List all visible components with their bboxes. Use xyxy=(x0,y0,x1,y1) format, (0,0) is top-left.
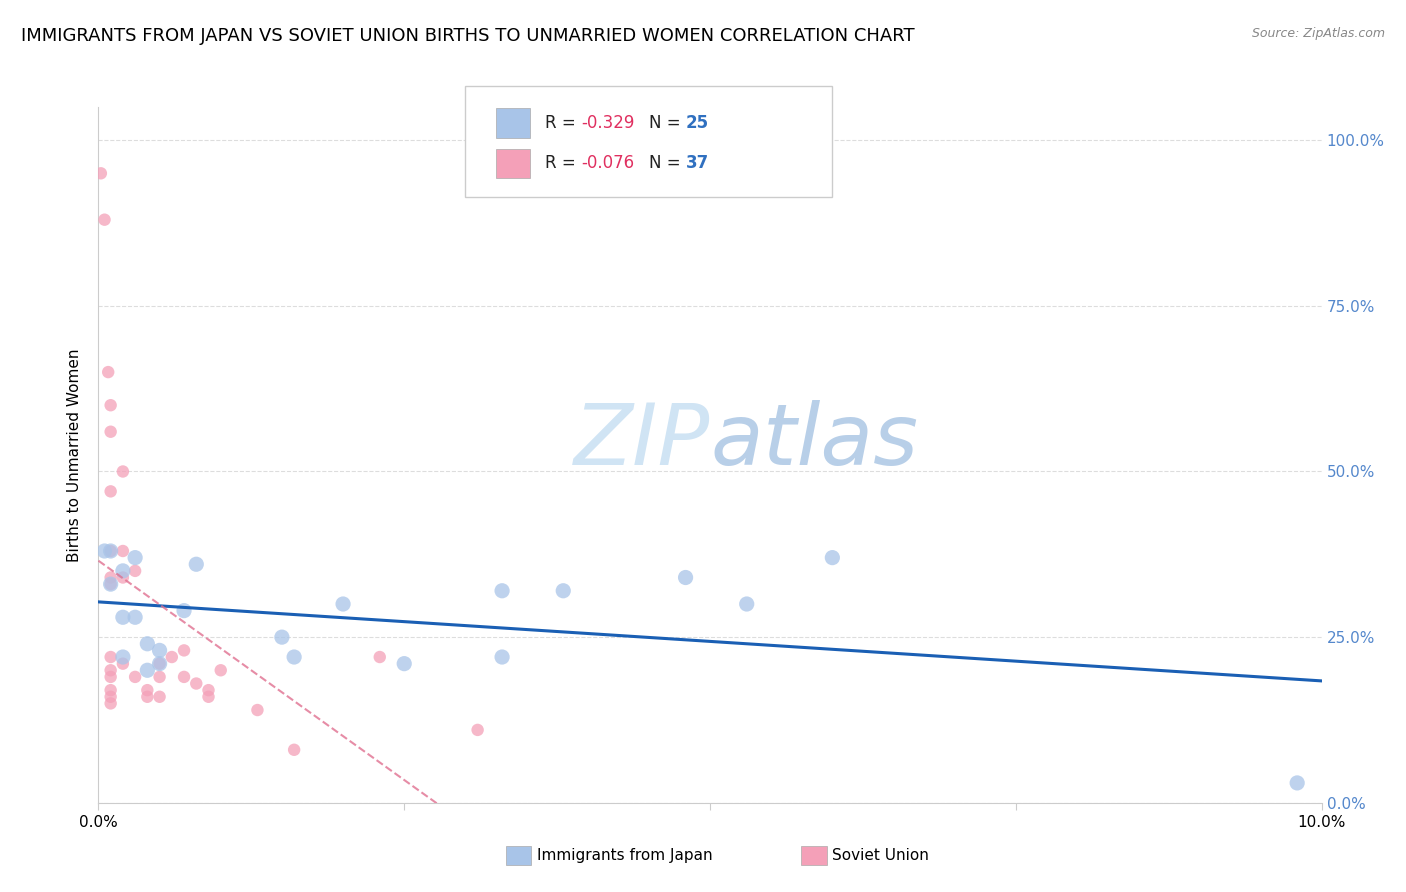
Point xyxy=(124,550,146,565)
Text: Source: ZipAtlas.com: Source: ZipAtlas.com xyxy=(1251,27,1385,40)
Point xyxy=(100,697,122,711)
Point xyxy=(100,577,122,591)
Point xyxy=(100,544,122,558)
Point xyxy=(186,676,208,690)
Text: R =: R = xyxy=(546,114,581,132)
Point xyxy=(90,166,112,180)
Point xyxy=(100,670,122,684)
Text: 25: 25 xyxy=(686,114,709,132)
Point xyxy=(246,703,269,717)
Point xyxy=(97,365,120,379)
Point xyxy=(136,637,159,651)
Point xyxy=(283,650,305,665)
Point xyxy=(100,484,122,499)
Point xyxy=(100,425,122,439)
Point xyxy=(111,544,134,558)
Point xyxy=(100,544,122,558)
Point xyxy=(100,577,122,591)
Point xyxy=(93,212,115,227)
Point xyxy=(100,398,122,412)
Point xyxy=(332,597,354,611)
Y-axis label: Births to Unmarried Women: Births to Unmarried Women xyxy=(67,348,83,562)
Point xyxy=(209,663,232,677)
Point xyxy=(173,604,195,618)
Point xyxy=(111,610,134,624)
Point xyxy=(100,683,122,698)
Bar xyxy=(496,149,530,178)
Point xyxy=(392,657,416,671)
Point xyxy=(283,743,305,757)
Point xyxy=(111,570,134,584)
Point xyxy=(111,650,134,665)
Point xyxy=(136,663,159,677)
Point xyxy=(173,643,195,657)
Text: N =: N = xyxy=(650,114,686,132)
Point xyxy=(467,723,489,737)
FancyBboxPatch shape xyxy=(465,87,832,197)
Point xyxy=(149,657,172,671)
Point xyxy=(368,650,391,665)
Point xyxy=(111,564,134,578)
Point xyxy=(149,643,172,657)
Point xyxy=(197,683,219,698)
Point xyxy=(821,550,844,565)
Point xyxy=(553,583,575,598)
Point xyxy=(100,570,122,584)
Text: Soviet Union: Soviet Union xyxy=(832,848,929,863)
Point xyxy=(100,650,122,665)
Text: Immigrants from Japan: Immigrants from Japan xyxy=(537,848,713,863)
Point xyxy=(491,583,513,598)
Point xyxy=(136,690,159,704)
Point xyxy=(173,670,195,684)
Text: -0.076: -0.076 xyxy=(581,154,634,172)
Point xyxy=(149,670,172,684)
Point xyxy=(100,690,122,704)
Point xyxy=(675,570,697,584)
Point xyxy=(111,657,134,671)
Point xyxy=(136,683,159,698)
Point xyxy=(491,650,513,665)
Text: -0.329: -0.329 xyxy=(581,114,634,132)
Point xyxy=(149,657,172,671)
Point xyxy=(124,610,146,624)
Point xyxy=(124,564,146,578)
Text: 37: 37 xyxy=(686,154,709,172)
Point xyxy=(1286,776,1309,790)
Point xyxy=(124,670,146,684)
Point xyxy=(93,544,115,558)
Text: N =: N = xyxy=(648,154,686,172)
Point xyxy=(735,597,758,611)
Point xyxy=(111,465,134,479)
Point xyxy=(149,690,172,704)
Point xyxy=(197,690,219,704)
Point xyxy=(186,558,208,572)
Point xyxy=(160,650,183,665)
Text: ZIP: ZIP xyxy=(574,400,710,483)
Text: R =: R = xyxy=(546,154,581,172)
Text: IMMIGRANTS FROM JAPAN VS SOVIET UNION BIRTHS TO UNMARRIED WOMEN CORRELATION CHAR: IMMIGRANTS FROM JAPAN VS SOVIET UNION BI… xyxy=(21,27,915,45)
Text: atlas: atlas xyxy=(710,400,918,483)
Point xyxy=(270,630,292,644)
Bar xyxy=(496,109,530,137)
Point xyxy=(100,663,122,677)
